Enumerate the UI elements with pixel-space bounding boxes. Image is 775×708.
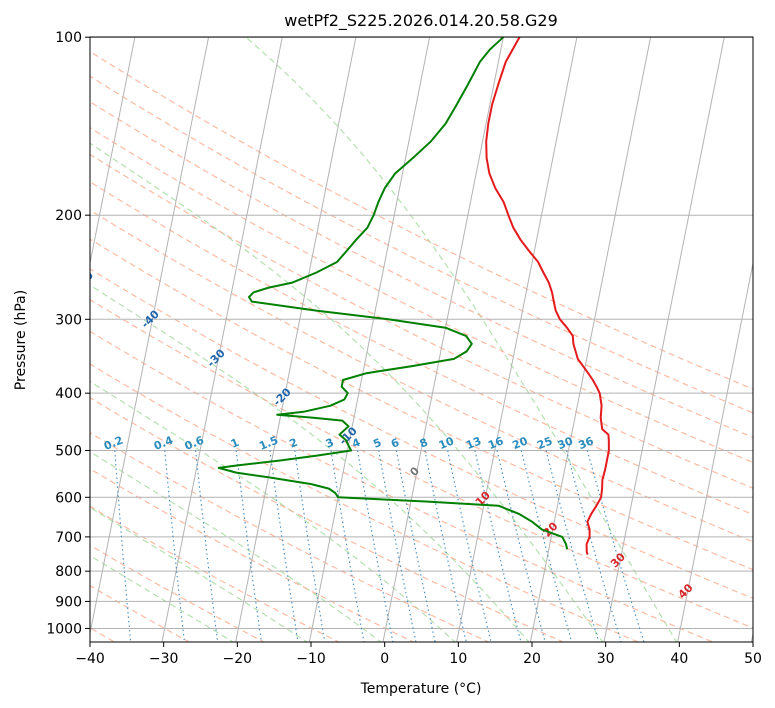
isotherm-line [456,37,578,642]
dewpoint-line [217,37,569,550]
mixing-ratio-label: 1 [229,436,241,451]
mixing-ratio-line [330,450,365,642]
mixing-ratio-label: 8 [418,436,430,451]
isotherm-line [90,37,210,636]
mixing-ratio-label: 30 [556,434,575,452]
mixing-ratio-label: 13 [464,434,483,452]
plot-frame [89,36,754,643]
mixing-ratio-line [566,450,622,642]
y-tick-label: 800 [55,564,82,580]
mixing-ratio-line [378,450,417,642]
mixing-ratio-line [545,450,600,642]
mixing-ratio-label: 20 [511,434,530,452]
mixing-ratio-line [357,450,394,642]
mixing-ratio-label: 36 [576,434,595,452]
x-tick-label: −40 [75,651,105,667]
temperature-line [485,37,610,555]
y-tick-label: 900 [55,594,82,610]
dry-adiabat-line [90,397,565,642]
dry-adiabat-line [90,181,753,516]
y-axis-label: Pressure (hPa) [13,290,29,390]
mixing-ratio-line [269,450,299,642]
y-tick-label: 200 [55,208,82,224]
mixing-ratio-label: 2 [288,436,300,451]
isobars [90,37,753,629]
x-tick-label: −20 [223,651,253,667]
x-axis-label: Temperature (°C) [360,681,482,697]
moist-adiabat-line [245,37,678,642]
mixing-ratio-line [520,450,573,642]
x-tick-label: 30 [597,651,615,667]
mixing-ratio-line [586,450,645,642]
x-tick-label: −30 [149,651,179,667]
isotherm-line [677,260,753,642]
y-tick-label: 600 [55,490,82,506]
isotherm-line [235,37,357,642]
isotherm-line [529,37,652,642]
mixing-ratio-lines [114,450,645,642]
mixing-ratio-label: 5 [371,436,383,451]
y-tick-label: 700 [55,530,82,546]
isotherm-line [90,37,136,266]
y-tick-label: 300 [55,312,82,328]
mixing-ratio-label: 3 [324,436,336,451]
profile-series [217,37,610,555]
isotherm-line [603,37,725,642]
isotherms [90,37,753,642]
mixing-ratio-label: 10 [437,434,456,452]
chart-title: wetPf2_S225.2026.014.20.58.G29 [284,11,558,31]
x-tick-label: 40 [670,651,688,667]
isotherm-line [382,37,504,642]
mixing-ratio-label: 16 [486,434,505,452]
dry-adiabat-line [90,209,753,543]
x-tick-label: −10 [296,651,326,667]
dry-adiabat-line [90,431,490,642]
y-tick-label: 1000 [46,621,82,637]
x-tick-label: 10 [449,651,467,667]
mixing-ratio-line [474,450,522,642]
mixing-ratio-label: 25 [535,434,554,452]
dry-adiabat-line [90,238,753,571]
x-tick-label: 20 [523,651,541,667]
x-tick-label: 0 [380,651,389,667]
x-tick-label: 50 [744,651,762,667]
mixing-ratio-line [294,450,326,642]
y-tick-label: 400 [55,386,82,402]
isotherm-line [161,37,283,642]
adiabat-label: -50 [73,268,96,291]
y-tick-label: 500 [55,443,82,459]
x-axis-ticks: −40 −30 −20 −10 0 10 20 30 40 50 [75,642,762,667]
isotherm-line [308,37,431,642]
y-tick-label: 100 [55,30,82,46]
mixing-ratio-line [496,450,546,642]
y-axis-ticks: 100 200 300 400 500 600 700 800 900 1000 [46,30,90,637]
